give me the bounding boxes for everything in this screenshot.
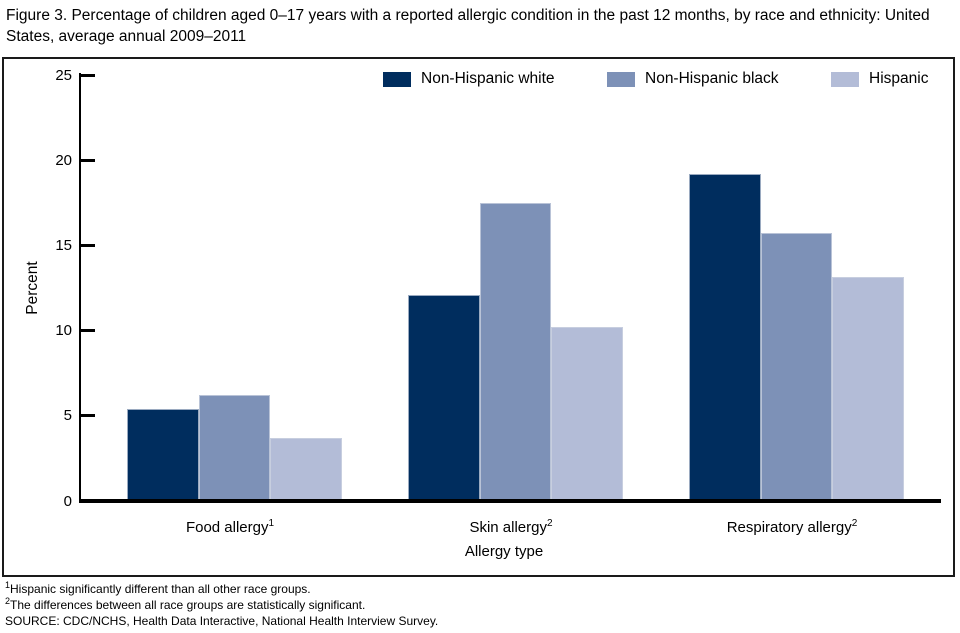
y-tick-mark bbox=[79, 414, 95, 418]
bar-respiratory-allergy-hispanic bbox=[832, 277, 904, 501]
bar-skin-allergy-non-hispanic-white bbox=[408, 294, 480, 501]
y-tick-mark bbox=[79, 73, 95, 77]
legend-item-non-hispanic-white: Non-Hispanic white bbox=[383, 70, 555, 88]
y-tick-mark bbox=[79, 243, 95, 247]
legend-label-non-hispanic-black: Non-Hispanic black bbox=[645, 70, 779, 87]
category-label-skin-allergy: Skin allergy2 bbox=[469, 518, 553, 537]
figure-title: Figure 3. Percentage of children aged 0–… bbox=[6, 7, 930, 45]
y-tick-label: 25 bbox=[55, 66, 72, 84]
bar-skin-allergy-hispanic bbox=[551, 326, 623, 501]
legend-label-hispanic: Hispanic bbox=[869, 70, 929, 87]
bar-food-allergy-non-hispanic-white bbox=[127, 408, 199, 501]
x-axis-line bbox=[79, 499, 941, 503]
bar-respiratory-allergy-non-hispanic-white bbox=[689, 173, 761, 501]
x-axis-label: Allergy type bbox=[464, 543, 544, 560]
bar-food-allergy-hispanic bbox=[270, 437, 342, 501]
legend-swatch-non-hispanic-black bbox=[607, 71, 635, 87]
bar-respiratory-allergy-non-hispanic-black bbox=[760, 233, 832, 501]
y-tick-mark bbox=[79, 329, 95, 333]
y-tick-mark bbox=[79, 158, 95, 162]
legend-item-hispanic: Hispanic bbox=[831, 70, 928, 88]
legend-item-non-hispanic-black: Non-Hispanic black bbox=[607, 70, 779, 88]
footnote-2: 2The differences between all race groups… bbox=[5, 596, 366, 613]
legend-swatch-hispanic bbox=[831, 71, 859, 87]
footnote-1: 1Hispanic significantly different than a… bbox=[5, 580, 311, 597]
chart-frame: Non-Hispanic white Non-Hispanic black Hisp… bbox=[2, 57, 955, 577]
footnotes: 1Hispanic significantly different than a… bbox=[5, 581, 438, 629]
y-tick-label: 15 bbox=[55, 236, 72, 254]
category-label-food-allergy: Food allergy1 bbox=[185, 518, 275, 537]
y-tick-label: 0 bbox=[63, 492, 72, 510]
y-tick-label: 5 bbox=[63, 407, 72, 425]
bar-food-allergy-non-hispanic-black bbox=[198, 395, 270, 501]
y-tick-label: 20 bbox=[55, 151, 72, 169]
y-tick-label: 10 bbox=[55, 322, 72, 340]
legend-swatch-non-hispanic-white bbox=[383, 71, 411, 87]
y-axis-line bbox=[79, 73, 81, 503]
category-label-respiratory-allergy: Respiratory allergy2 bbox=[726, 518, 858, 537]
bar-skin-allergy-non-hispanic-black bbox=[479, 202, 551, 501]
source-note: SOURCE: CDC/NCHS, Health Data Interactiv… bbox=[5, 614, 439, 628]
legend-label-non-hispanic-white: Non-Hispanic white bbox=[421, 70, 555, 87]
